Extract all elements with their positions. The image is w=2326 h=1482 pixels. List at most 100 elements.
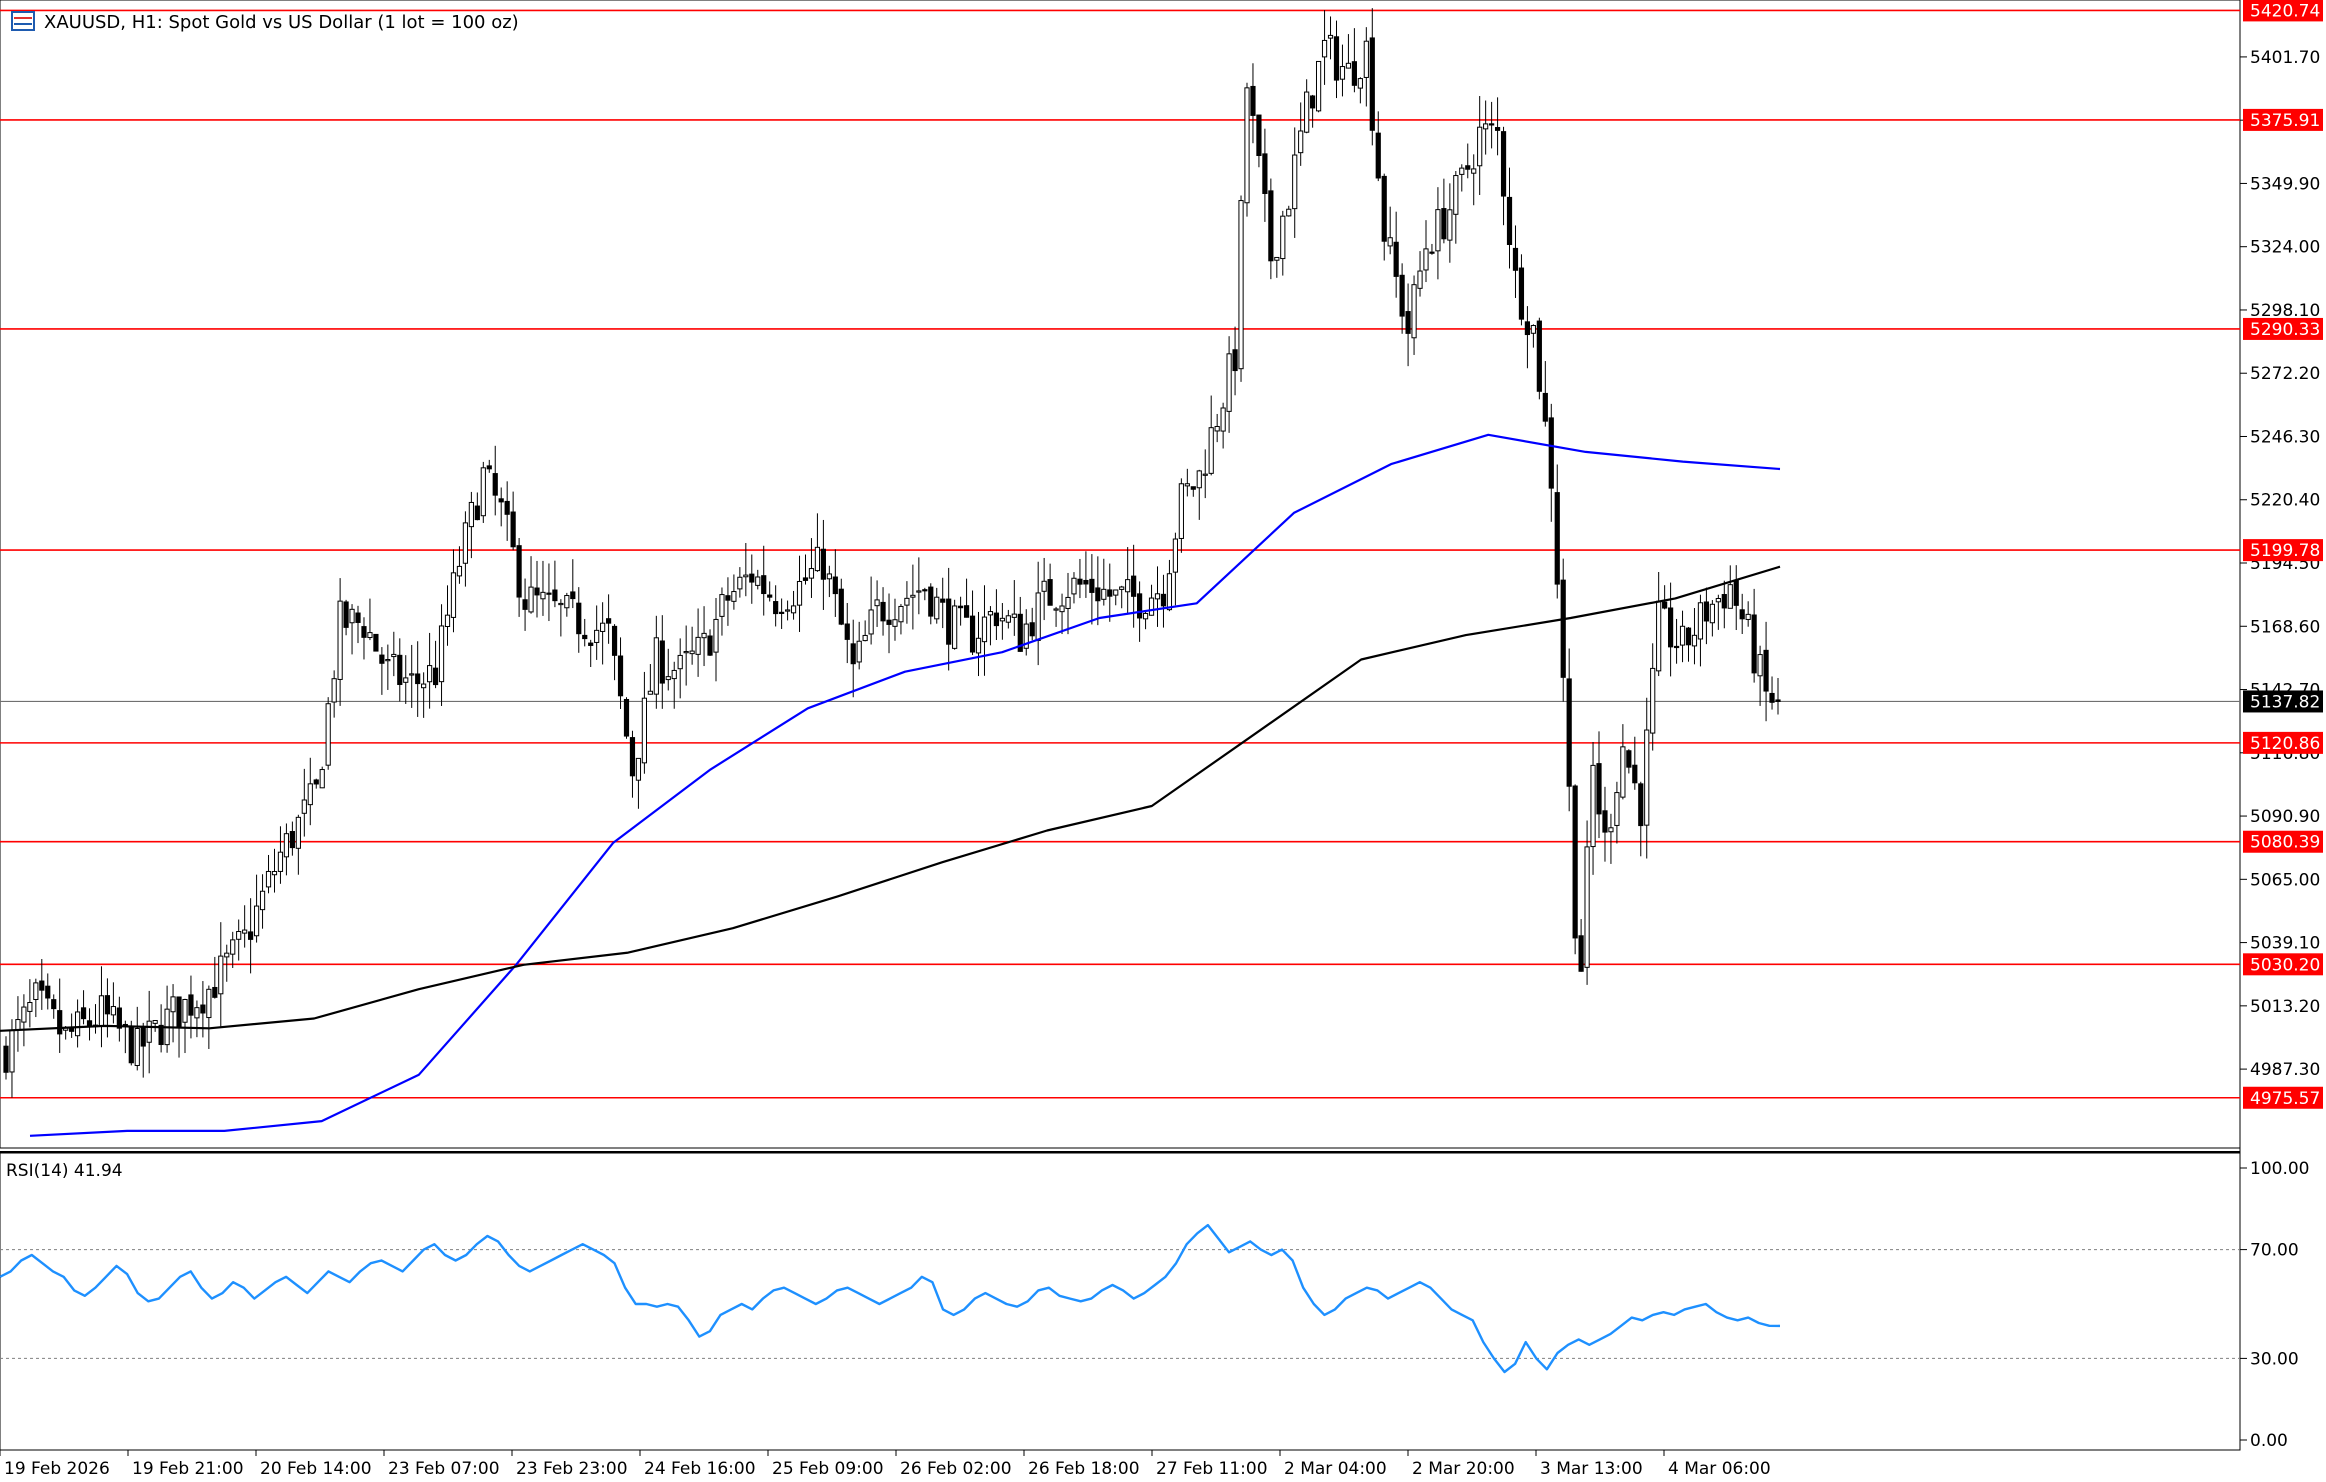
level-price-tag-bg [2243,953,2323,976]
candle-body [1506,196,1513,245]
candle-body [289,831,295,849]
candle-body [516,545,522,598]
candle-body [1077,578,1083,585]
candle-body [1250,85,1256,116]
candle-body [1614,792,1620,826]
time-tick-label: 27 Feb 11:00 [1156,1459,1268,1478]
candle-body [1268,190,1274,262]
candle-body [242,929,248,934]
candle-body [922,589,928,592]
time-tick-label: 24 Feb 16:00 [644,1459,756,1478]
candle-body [1286,208,1292,217]
candle-body [1107,589,1113,597]
candle-body [1405,311,1411,334]
candle-body [104,995,111,1015]
candle-body [1381,175,1387,242]
candle-body [1011,613,1017,618]
candle-body [898,605,904,623]
candle-body [1190,486,1196,490]
candle-body [767,594,773,598]
candle-body [462,522,469,564]
candle-body [1059,605,1065,613]
candle-body [611,625,618,656]
candle-body [814,546,821,572]
candle-body [1160,593,1167,607]
candle-body [1602,810,1608,833]
candle-body [1721,594,1727,609]
candle-body [224,952,230,958]
candle-body [1220,407,1226,432]
candle-body [1357,78,1363,89]
rsi-label: RSI(14) 41.94 [6,1161,123,1181]
candle-body [1739,609,1745,620]
rsi-line [0,1223,1781,1374]
candle-body [1292,154,1298,210]
level-price-tag: 5199.78 [2250,541,2320,561]
candle-body [21,1006,27,1023]
candle-body [307,783,313,806]
price-tags: 5420.74 5375.91 5290.33 5199.78 5120.86 5080.… [2243,0,2323,1109]
candle-body [1154,593,1161,600]
candle-body [1125,579,1131,593]
candle-body [934,596,940,620]
candle-body [1524,321,1531,336]
price-tick-label: 5246.30 [2250,427,2320,447]
candle-body [1065,596,1071,609]
candle-body [1214,425,1220,432]
candle-body [1363,40,1369,78]
candle-body [1584,846,1590,968]
candle-body [1453,175,1459,215]
candle-body [743,574,749,578]
candle-body [528,586,534,613]
candle-body [928,586,934,617]
rsi-tick-label: 70.00 [2250,1241,2299,1261]
candle-body [1035,592,1041,641]
candle-body [1208,427,1214,474]
candle-body [409,673,415,676]
candle-body [773,601,779,615]
candle-body [958,605,964,609]
candle-body [1387,237,1393,247]
candle-body [1477,126,1483,167]
level-price-tag-bg [2243,1086,2323,1109]
candle-body [1321,39,1328,58]
candle-body [319,769,325,789]
candle-body [474,505,480,521]
candle-body [1733,580,1739,606]
candle-body [1232,349,1238,372]
candle-body [1697,602,1704,640]
level-price-tag: 5080.39 [2250,833,2320,853]
candle-body [1333,36,1340,81]
candle-body [1668,607,1674,648]
level-price-tag: 5120.86 [2250,734,2320,754]
candle-body [379,654,385,664]
candle-body [1638,783,1644,827]
candle-body [140,1027,146,1047]
time-tick-label: 23 Feb 23:00 [516,1459,628,1478]
time-tick-label: 3 Mar 13:00 [1540,1459,1643,1478]
level-price-tag-bg [2243,830,2323,853]
level-price-tag: 5030.20 [2250,955,2320,975]
candle-body [361,626,367,638]
candle-body [1471,168,1477,174]
candle-body [1441,208,1447,240]
candle-body [1298,130,1304,154]
candle-body [820,548,826,580]
candle-body [1327,34,1334,39]
candle-body [796,580,803,606]
candle-body [1351,61,1357,86]
candle-body [605,618,612,624]
candle-body [1650,667,1656,734]
candle-body [188,994,194,1016]
candle-body [170,996,176,1013]
candle-body [1673,645,1680,649]
horizontal-levels [0,9,2240,1099]
candle-body [1769,692,1775,703]
time-tick-label: 2 Mar 04:00 [1284,1459,1387,1478]
rsi-indicator: 100.00 70.00 30.00 0.00 [0,1159,2309,1451]
candle-body [15,1019,21,1031]
candle-body [1775,699,1781,702]
candle-body [761,575,767,595]
